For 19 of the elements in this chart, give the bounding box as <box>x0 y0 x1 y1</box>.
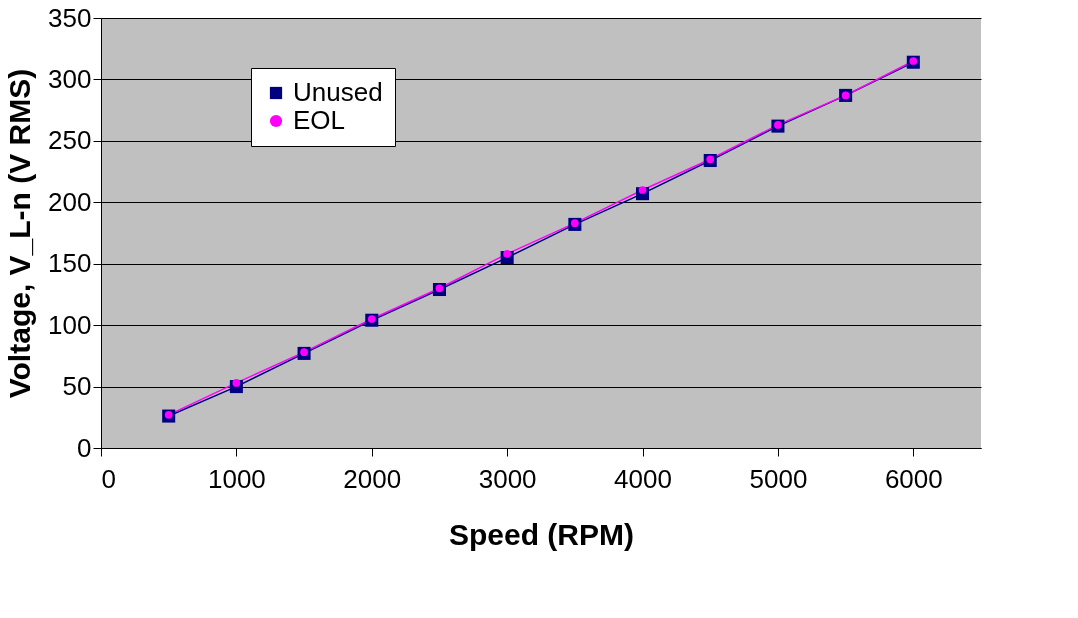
y-tick-label: 100 <box>48 309 92 340</box>
y-tick-label: 0 <box>77 432 92 463</box>
x-tick-label: 6000 <box>884 463 943 494</box>
y-tick-label: 50 <box>62 371 92 402</box>
y-tick-label: 200 <box>48 186 92 217</box>
y-tick-label: 300 <box>48 63 92 94</box>
x-tick-label: 3000 <box>478 463 537 494</box>
y-tick-label: 150 <box>48 248 92 279</box>
x-tick-label: 2000 <box>343 463 402 494</box>
y-tick-label: 350 <box>48 2 92 33</box>
x-tick-label: 5000 <box>749 463 808 494</box>
x-tick-label: 4000 <box>614 463 672 494</box>
x-tick-label: 1000 <box>207 463 266 494</box>
legend-label: Unused <box>293 77 383 107</box>
y-axis-title: Voltage, V_L-n (V RMS) <box>3 68 37 399</box>
x-tick-label: 0 <box>101 463 116 494</box>
x-axis-title: Speed (RPM) <box>448 517 635 551</box>
legend-label: EOL <box>293 105 346 135</box>
y-tick-label: 250 <box>48 125 92 156</box>
